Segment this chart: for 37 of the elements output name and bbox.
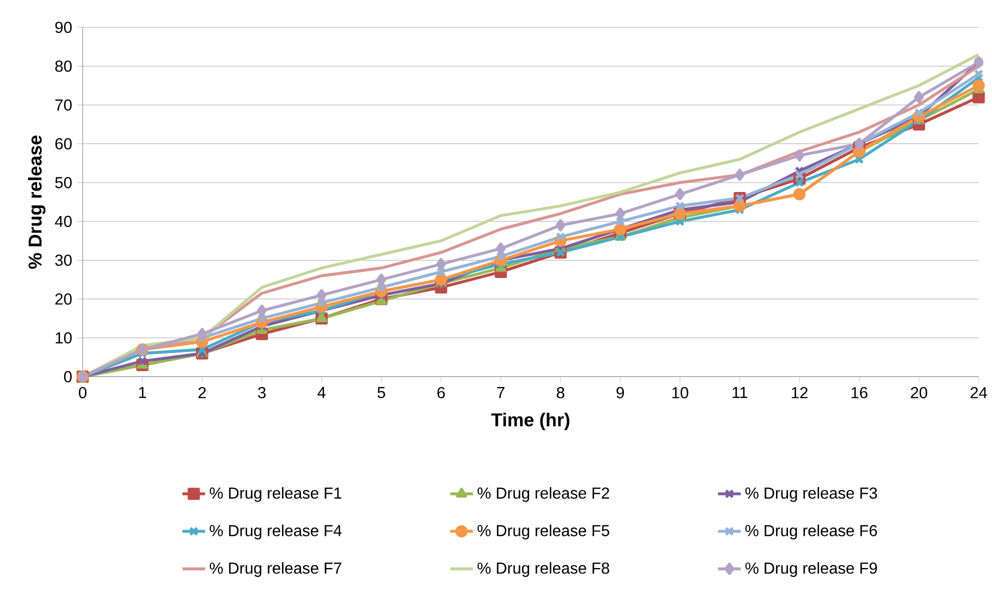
legend-label: % Drug release F5 [478, 524, 610, 540]
x-tick-label: 2 [198, 387, 206, 398]
y-tick-label: 60 [55, 138, 72, 150]
legend-label: % Drug release F6 [745, 524, 877, 540]
legend-label: % Drug release F2 [478, 487, 610, 502]
x-tick-label: 4 [318, 387, 326, 398]
y-tick-label: 40 [54, 216, 72, 228]
legend-label: % Drug release F8 [478, 562, 610, 577]
y-tick-label: 90 [55, 22, 72, 33]
y-tick-label: 20 [55, 293, 72, 305]
legend-label: % Drug release F3 [745, 487, 877, 502]
y-tick-label: 30 [55, 254, 72, 266]
x-tick-label: 10 [672, 387, 688, 398]
legend-label: % Drug release F7 [210, 562, 342, 577]
x-tick-label: 8 [556, 387, 564, 398]
x-tick-label: 1 [139, 387, 146, 398]
y-tick-label: 10 [56, 332, 72, 344]
x-tick-label: 3 [258, 387, 266, 398]
x-tick-label: 20 [910, 387, 928, 398]
x-tick-label: 9 [616, 387, 624, 398]
x-tick-label: 12 [792, 387, 808, 398]
x-tick-label: 16 [852, 387, 868, 398]
legend-label: % Drug release F9 [745, 562, 877, 577]
x-tick-label: 5 [378, 387, 386, 398]
x-tick-label: 11 [732, 387, 748, 398]
y-tick-label: 50 [55, 176, 72, 188]
x-tick-label: 6 [437, 387, 445, 398]
x-tick-label: 24 [970, 387, 988, 398]
y-tick-label: 80 [55, 60, 72, 72]
legend-label: % Drug release F1 [210, 487, 342, 502]
x-axis-title: Time (hr) [491, 412, 570, 430]
legend-label: % Drug release F4 [210, 524, 342, 540]
y-axis-title: % Drug release [28, 135, 46, 269]
y-tick-label: 0 [64, 371, 72, 382]
x-tick-label: 7 [497, 387, 504, 398]
x-tick-label: 0 [78, 387, 86, 398]
y-tick-label: 70 [55, 99, 72, 111]
